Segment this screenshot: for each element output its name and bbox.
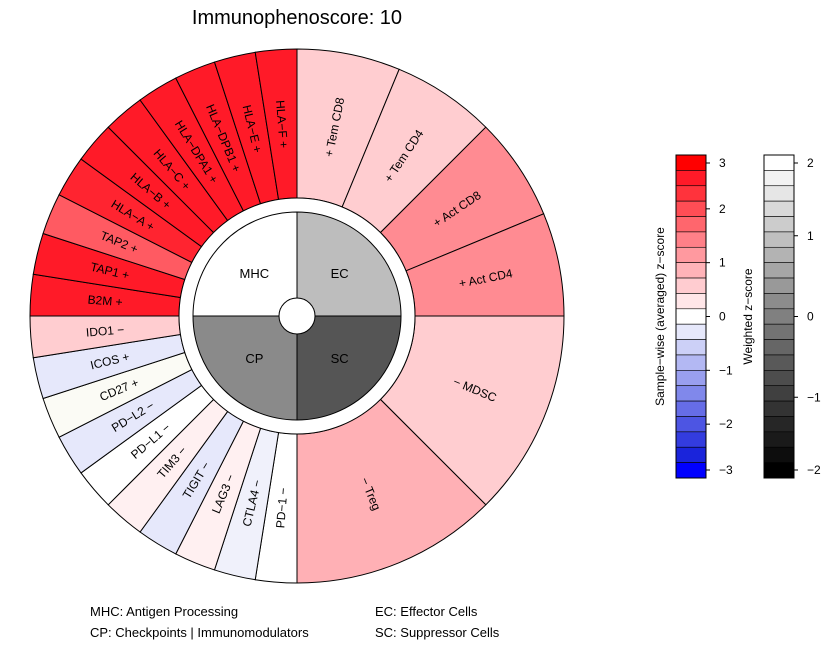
colorbar-cell	[763, 216, 795, 233]
colorbar-tick-label: −2	[807, 463, 821, 477]
zscore-colorbar: 3 2 1 0 −1 −2 −3 Sample−wise (averaged) z−score	[653, 154, 733, 479]
segment-tem-cd8: + Tem CD8	[296, 48, 400, 208]
colorbar-tick-label: −1	[807, 390, 821, 404]
segment-cd27: CD27 +	[42, 351, 193, 438]
colorbar-cell	[763, 277, 795, 294]
legend-mhc: MHC: Antigen Processing	[90, 604, 238, 619]
quadrant-ec	[296, 211, 402, 317]
colorbar-cell	[763, 323, 795, 340]
colorbar-tick-label: −3	[719, 463, 733, 477]
colorbar-cell	[763, 170, 795, 187]
weighted-colorbar: 2 1 0 −1 −2 Weighted z−score	[741, 154, 821, 479]
segment-label: PD−1 −	[273, 487, 290, 529]
colorbar-tick-label: 0	[807, 310, 814, 324]
quadrant-label-sc: SC	[331, 351, 349, 366]
colorbar-cell	[675, 216, 707, 233]
colorbar-cell	[763, 154, 795, 171]
colorbar-cell	[763, 431, 795, 448]
colorbar-tick-label: 0	[719, 310, 726, 324]
colorbar-cell	[763, 246, 795, 263]
colorbar-tick-label: 2	[807, 156, 814, 170]
colorbar-cell	[675, 185, 707, 202]
colorbar-cell	[675, 462, 707, 479]
quadrant-cp	[192, 315, 298, 421]
segment-lag3: LAG3 −	[175, 420, 262, 571]
colorbar-cell	[763, 185, 795, 202]
quadrant-label-cp: CP	[245, 351, 263, 366]
colorbar-cell	[763, 385, 795, 402]
quadrant-label-ec: EC	[331, 266, 349, 281]
legend-ec: EC: Effector Cells	[375, 604, 478, 619]
colorbar-tick-label: −1	[719, 363, 733, 377]
colorbar-tick-label: 1	[719, 256, 726, 270]
colorbar-cell	[763, 446, 795, 463]
colorbar-cell	[763, 354, 795, 371]
segment-pd-1: PD−1 −	[254, 431, 298, 584]
outer-ring: B2M +TAP1 +TAP2 +HLA−A +HLA−B +HLA−C +HL…	[29, 48, 565, 584]
colorbar-cell	[763, 462, 795, 479]
colorbar-cell	[763, 339, 795, 356]
colorbar-cell	[675, 200, 707, 217]
colorbar-cell	[675, 400, 707, 417]
colorbar-cell	[675, 446, 707, 463]
quadrant-sc	[296, 315, 402, 421]
legend-cp: CP: Checkpoints | Immunomodulators	[90, 625, 309, 640]
colorbar-cell	[675, 385, 707, 402]
colorbar-cell	[763, 416, 795, 433]
colorbar-cell	[675, 416, 707, 433]
legend-sc: SC: Suppressor Cells	[375, 625, 500, 640]
chart-title: Immunophenoscore: 10	[192, 7, 402, 29]
colorbar-cell	[763, 200, 795, 217]
colorbar-cell	[763, 400, 795, 417]
colorbar-cell	[675, 370, 707, 387]
quadrant-mhc	[192, 211, 298, 317]
colorbar-cell	[675, 262, 707, 279]
colorbar-cell	[763, 262, 795, 279]
segment-ido1: IDO1 −	[29, 315, 182, 359]
colorbar-tick-label: −2	[719, 417, 733, 431]
colorbar-cell	[675, 354, 707, 371]
segment-label: B2M +	[87, 293, 123, 310]
colorbar-cell	[675, 431, 707, 448]
colorbar-axis-label: Weighted z−score	[741, 268, 755, 364]
center-hole	[278, 297, 316, 335]
segment-act-cd4: + Act CD4	[405, 213, 565, 317]
inner-quadrants: MHC EC SC CP	[178, 197, 416, 435]
colorbar-cell	[763, 293, 795, 310]
colorbar-tick-label: 2	[719, 202, 726, 216]
colorbar-cell	[675, 154, 707, 171]
colorbar-cell	[675, 231, 707, 248]
colorbar-cell	[675, 293, 707, 310]
quadrant-label-mhc: MHC	[240, 266, 270, 281]
colorbar-cell	[763, 231, 795, 248]
segment-label: IDO1 −	[85, 323, 124, 340]
colorbar-cell	[675, 323, 707, 340]
colorbar-cell	[763, 370, 795, 387]
colorbar-tick-label: 1	[807, 229, 814, 243]
colorbar-cell	[675, 339, 707, 356]
segment-label: HLA−F +	[273, 100, 291, 149]
colorbar-cell	[763, 308, 795, 325]
colorbar-cell	[675, 277, 707, 294]
segment-tim3: TIM3 −	[107, 398, 229, 533]
colorbar-cell	[675, 170, 707, 187]
colorbar-cell	[675, 246, 707, 263]
colorbar-tick-label: 3	[719, 156, 726, 170]
colorbar-cell	[675, 308, 707, 325]
segment-treg: − Treg	[296, 398, 487, 584]
colorbar-axis-label: Sample−wise (averaged) z−score	[653, 227, 667, 406]
